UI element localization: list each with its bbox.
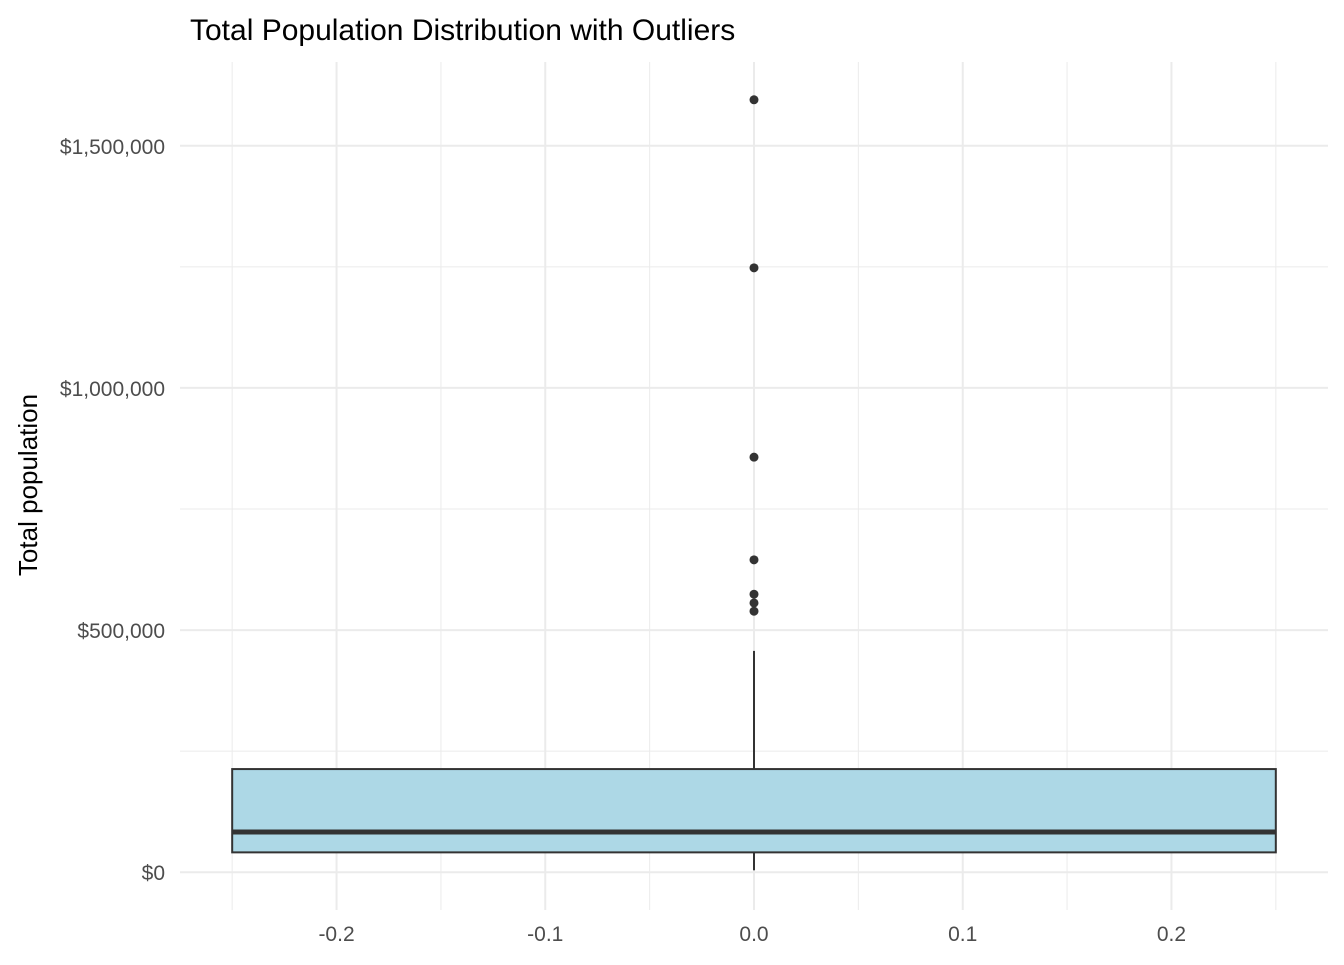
box xyxy=(231,650,1277,871)
x-tick-label: 0.2 xyxy=(1157,923,1186,946)
y-axis-ticks: $0 $500,000 $1,000,000 $1,500,000 xyxy=(60,136,165,885)
y-tick-label: $1,000,000 xyxy=(60,378,165,401)
chart-title: Total Population Distribution with Outli… xyxy=(190,14,735,47)
x-tick-label: -0.2 xyxy=(318,923,354,946)
outlier-point xyxy=(749,263,759,273)
y-axis-label: Total population xyxy=(13,394,43,576)
outlier-point xyxy=(749,95,759,105)
outlier-point xyxy=(749,555,759,565)
x-tick-label: 0.0 xyxy=(739,923,768,946)
outlier-point xyxy=(749,598,759,608)
y-tick-label: $0 xyxy=(142,862,165,885)
box-iqr xyxy=(231,768,1277,854)
outlier-point xyxy=(749,589,759,599)
y-tick-label: $500,000 xyxy=(77,620,165,643)
x-tick-label: 0.1 xyxy=(948,923,977,946)
x-tick-label: -0.1 xyxy=(527,923,563,946)
outliers xyxy=(749,95,759,616)
outlier-point xyxy=(749,452,759,462)
x-axis-ticks: -0.2 -0.1 0.0 0.1 0.2 xyxy=(318,923,1186,946)
outlier-point xyxy=(749,606,759,616)
y-tick-label: $1,500,000 xyxy=(60,136,165,159)
